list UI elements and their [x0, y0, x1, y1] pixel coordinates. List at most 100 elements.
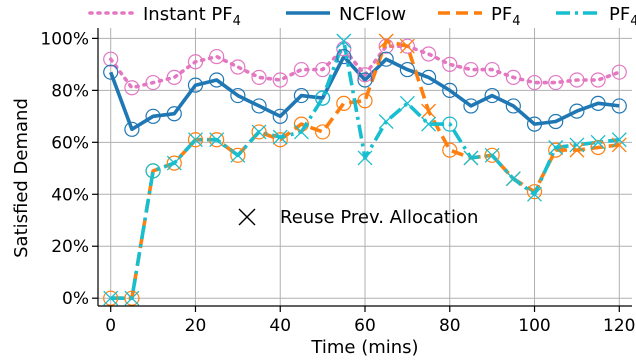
- series-marker-0: [272, 72, 288, 88]
- y-tick-label: 100%: [40, 29, 89, 49]
- legend-item-0: Instant PF4: [88, 4, 241, 29]
- series-line-0: [108, 44, 622, 90]
- reuse-marker-pf4: [611, 137, 627, 153]
- series-marker-2: [251, 124, 267, 140]
- series-marker-0: [484, 61, 500, 78]
- legend-label: Instant PF4: [143, 4, 241, 29]
- series-marker-2: [209, 132, 225, 148]
- reuse-marker-pf4w: [548, 140, 564, 155]
- series-marker-2: [124, 290, 140, 306]
- y-tick-label: 40%: [51, 185, 89, 205]
- series-marker-1: [336, 48, 352, 65]
- reuse-marker-pf4w: [569, 137, 585, 153]
- reuse-marker-pf4w: [421, 116, 437, 132]
- series-marker-0: [378, 38, 394, 54]
- reuse-marker-pf4w: [611, 132, 627, 148]
- series-marker-1: [526, 116, 543, 132]
- series-marker-2: [230, 147, 246, 163]
- reuse-marker-pf4w: [230, 147, 246, 163]
- series-marker-1: [209, 72, 225, 88]
- legend-label: NCFlow: [339, 4, 406, 25]
- reuse-marker-pf4w: [590, 134, 606, 150]
- series-marker-0: [251, 69, 267, 85]
- series-marker-1: [399, 61, 415, 78]
- series-marker-2: [187, 132, 204, 148]
- legend-label: PF4: [491, 4, 521, 29]
- series-marker-0: [357, 67, 373, 83]
- series-marker-0: [463, 61, 479, 78]
- series-marker-3: [315, 90, 331, 106]
- series-marker-1: [463, 98, 479, 114]
- series-markers: [103, 33, 627, 306]
- reuse-marker-pf4w: [399, 95, 415, 111]
- x-axis-label: Time (mins): [310, 337, 418, 358]
- series-marker-0: [611, 64, 627, 80]
- series-marker-0: [209, 48, 225, 65]
- series-marker-1: [420, 69, 437, 85]
- annotation-label: Reuse Prev. Allocation: [280, 207, 478, 228]
- series-marker-2: [315, 124, 331, 140]
- series-marker-1: [590, 95, 606, 111]
- series-marker-0: [187, 54, 204, 70]
- series-marker-1: [378, 51, 394, 67]
- reuse-marker-pf4w: [188, 132, 203, 148]
- reuse-marker-pf4w: [209, 132, 225, 148]
- reuse-marker-pf4w: [527, 186, 542, 202]
- series-marker-2: [103, 290, 119, 306]
- x-tick-label: 80: [439, 316, 461, 336]
- reuse-marker-pf4: [421, 103, 437, 119]
- series-marker-1: [230, 87, 246, 104]
- reuse-marker-pf4w: [166, 155, 182, 171]
- series-marker-2: [272, 132, 288, 148]
- series-marker-0: [399, 38, 415, 54]
- reuse-marker-pf4w: [293, 124, 309, 140]
- reuse-marker-pf4: [399, 38, 415, 54]
- series-marker-1: [357, 72, 373, 88]
- series-marker-2: [442, 142, 458, 158]
- reuse-marker-pf4w: [357, 150, 373, 166]
- series-marker-2: [526, 184, 543, 200]
- reuse-marker-pf4w: [251, 124, 267, 140]
- series-marker-0: [548, 74, 564, 91]
- reuse-marker-pf4w: [378, 114, 394, 129]
- series-marker-3: [145, 163, 161, 179]
- reuse-marker-pf4w: [484, 147, 500, 163]
- x-tick-label: 20: [185, 316, 207, 336]
- series-marker-1: [442, 82, 458, 98]
- series-marker-1: [569, 103, 585, 119]
- series-marker-1: [548, 113, 564, 130]
- legend-item-3: PF4w: [556, 4, 636, 29]
- series-marker-1: [505, 98, 521, 114]
- reuse-marker-pf4: [569, 142, 585, 158]
- reuse-marker-pf4w: [336, 33, 352, 49]
- series-marker-1: [166, 106, 182, 122]
- series-marker-2: [590, 139, 606, 156]
- x-tick-label: 0: [105, 316, 116, 336]
- series-marker-0: [315, 61, 331, 78]
- series-marker-0: [124, 80, 140, 96]
- series-marker-0: [230, 59, 246, 75]
- reuse-marker-pf4w: [124, 290, 140, 306]
- series-marker-1: [272, 108, 288, 124]
- legend: Instant PF4 NCFlow PF4 PF4w: [88, 4, 636, 29]
- series-marker-1: [484, 87, 500, 104]
- series-marker-0: [420, 46, 437, 62]
- series-marker-0: [590, 72, 606, 88]
- series-marker-1: [293, 87, 310, 104]
- series-marker-1: [187, 77, 204, 93]
- y-tick-label: 60%: [51, 133, 89, 153]
- series-marker-2: [166, 155, 182, 171]
- series-marker-0: [442, 56, 458, 72]
- series-marker-0: [103, 51, 119, 67]
- x-tick-label: 120: [603, 316, 635, 336]
- series-marker-2: [548, 142, 564, 158]
- x-tick-label: 100: [518, 316, 550, 336]
- reuse-marker-pf4: [378, 33, 394, 49]
- series-marker-0: [145, 74, 161, 91]
- reuse-marker-pf4w: [463, 150, 479, 166]
- series-marker-0: [526, 74, 543, 91]
- reuse-marker-icon: [238, 208, 256, 226]
- y-tick-label: 20%: [51, 237, 89, 257]
- series-marker-1: [611, 98, 627, 114]
